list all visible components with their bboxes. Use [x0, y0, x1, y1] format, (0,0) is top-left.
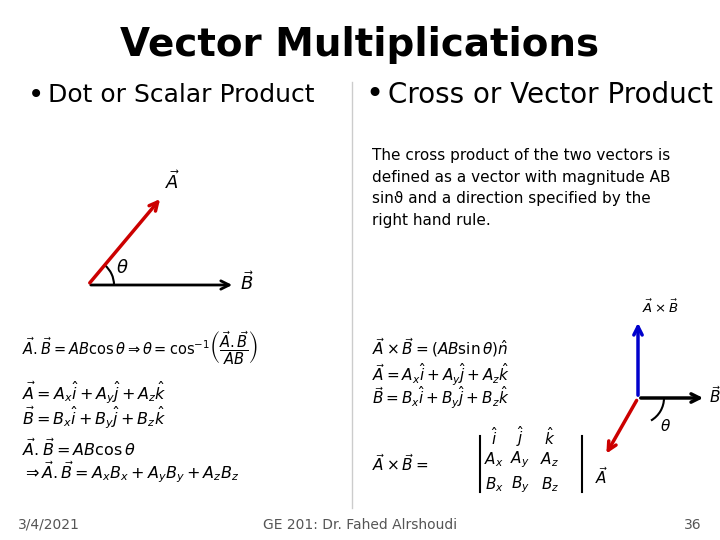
- Text: Vector Multiplications: Vector Multiplications: [120, 26, 600, 64]
- Text: $\vec{A}\times\vec{B} = (AB\sin\theta)\hat{n}$: $\vec{A}\times\vec{B} = (AB\sin\theta)\h…: [372, 336, 508, 360]
- Text: Dot or Scalar Product: Dot or Scalar Product: [48, 83, 315, 107]
- Text: $\vec{A}.\vec{B} = AB\cos\theta$: $\vec{A}.\vec{B} = AB\cos\theta$: [22, 437, 135, 458]
- Text: $B_z$: $B_z$: [541, 476, 559, 494]
- Text: Cross or Vector Product: Cross or Vector Product: [388, 81, 713, 109]
- Text: $\Rightarrow \vec{A}.\vec{B} = A_xB_x + A_yB_y + A_zB_z$: $\Rightarrow \vec{A}.\vec{B} = A_xB_x + …: [22, 459, 239, 485]
- Text: $\vec{A}$: $\vec{A}$: [595, 466, 608, 487]
- Text: $\vec{B}$: $\vec{B}$: [709, 386, 720, 407]
- Text: $\vec{B}$: $\vec{B}$: [240, 272, 254, 294]
- Text: $\vec{A}$: $\vec{A}$: [165, 170, 180, 193]
- Text: $B_y$: $B_y$: [510, 475, 529, 495]
- Text: $\vec{A} = A_x\hat{i} + A_y\hat{j} + A_z\hat{k}$: $\vec{A} = A_x\hat{i} + A_y\hat{j} + A_z…: [22, 380, 167, 406]
- Text: $\hat{k}$: $\hat{k}$: [544, 426, 556, 448]
- Text: $\theta$: $\theta$: [116, 259, 129, 277]
- Text: $\theta$: $\theta$: [660, 418, 671, 434]
- Text: $A_y$: $A_y$: [510, 450, 530, 470]
- Text: 36: 36: [685, 518, 702, 532]
- Text: $\vec{A}.\vec{B} = AB\cos\theta \Rightarrow \theta = \cos^{-1}\!\left(\dfrac{\ve: $\vec{A}.\vec{B} = AB\cos\theta \Rightar…: [22, 329, 258, 367]
- Text: $\vec{A} = A_x\hat{i} + A_y\hat{j} + A_z\hat{k}$: $\vec{A} = A_x\hat{i} + A_y\hat{j} + A_z…: [372, 362, 510, 388]
- Text: $\vec{B} = B_x\hat{i} + B_y\hat{j} + B_z\hat{k}$: $\vec{B} = B_x\hat{i} + B_y\hat{j} + B_z…: [372, 384, 509, 411]
- Text: $\vec{A}\times\vec{B} =$: $\vec{A}\times\vec{B} =$: [372, 454, 428, 475]
- Text: $\hat{i}$: $\hat{i}$: [490, 426, 498, 448]
- Text: 3/4/2021: 3/4/2021: [18, 518, 80, 532]
- Text: $A_z$: $A_z$: [541, 451, 559, 469]
- Text: •: •: [28, 81, 44, 109]
- Text: The cross product of the two vectors is
defined as a vector with magnitude AB
si: The cross product of the two vectors is …: [372, 148, 670, 228]
- Text: $\vec{B} = B_x\hat{i} + B_y\hat{j} + B_z\hat{k}$: $\vec{B} = B_x\hat{i} + B_y\hat{j} + B_z…: [22, 404, 166, 431]
- Text: •: •: [365, 80, 383, 110]
- Text: $A_x$: $A_x$: [484, 451, 504, 469]
- Text: $\vec{A}\times\vec{B}$: $\vec{A}\times\vec{B}$: [642, 299, 678, 316]
- Text: $\hat{j}$: $\hat{j}$: [516, 424, 524, 449]
- Text: GE 201: Dr. Fahed Alrshoudi: GE 201: Dr. Fahed Alrshoudi: [263, 518, 457, 532]
- Text: $B_x$: $B_x$: [485, 476, 503, 494]
